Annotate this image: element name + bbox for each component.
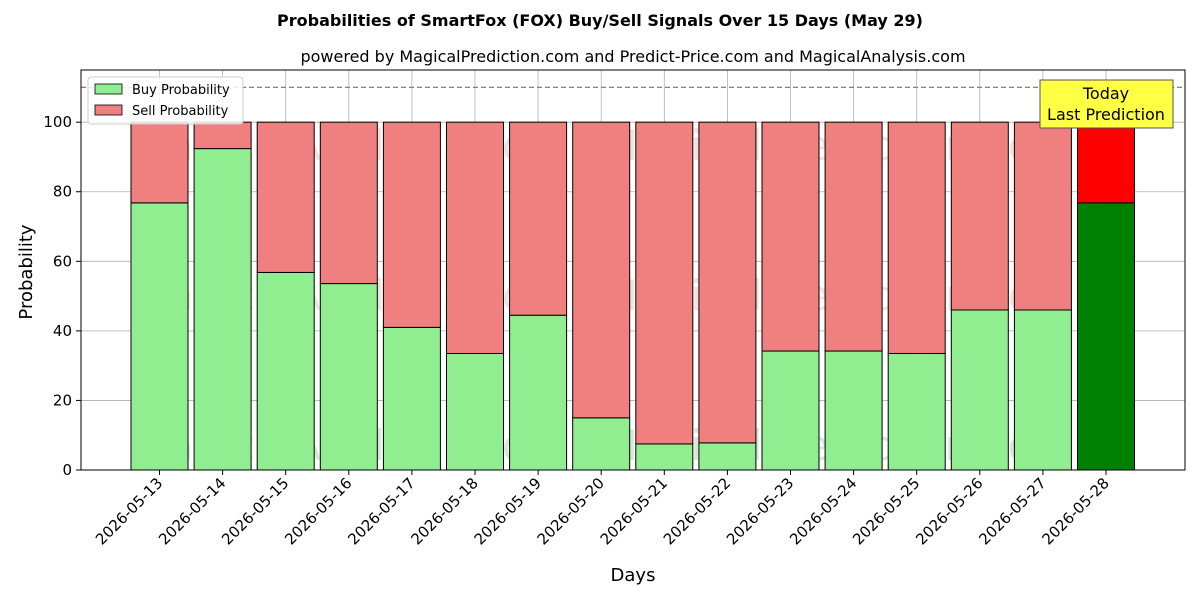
bar-sell-2026-05-28 [1077, 121, 1135, 204]
y-tick-label: 40 [53, 322, 72, 340]
x-tick-label: 2026-05-26 [912, 474, 986, 548]
bar-sell-2026-05-21 [635, 121, 694, 445]
bar-sell-2026-05-14 [193, 121, 252, 150]
bar-buy-2026-05-24 [824, 350, 883, 471]
bar-buy-2026-05-15 [256, 271, 315, 471]
bar-buy-2026-05-28 [1077, 202, 1135, 471]
bar-buy-2026-05-23 [761, 350, 820, 471]
y-tick-label: 100 [43, 113, 72, 131]
legend-sell-label: Sell Probability [132, 104, 229, 119]
bar-buy-2026-05-18 [446, 352, 504, 471]
bar-buy-2026-05-26 [950, 309, 1009, 471]
x-tick-label: 2026-05-13 [92, 474, 166, 548]
x-tick-label: 2026-05-23 [723, 474, 797, 548]
bar-buy-2026-05-20 [572, 417, 631, 471]
bar-buy-2026-05-25 [887, 352, 946, 471]
x-tick-label: 2026-05-21 [597, 474, 671, 548]
bar-sell-2026-05-25 [887, 121, 946, 354]
bar-sell-2026-05-24 [824, 121, 883, 352]
x-axis: 2026-05-132026-05-142026-05-152026-05-16… [92, 470, 1113, 548]
bar-sell-2026-05-19 [509, 121, 568, 316]
legend-buy-swatch [94, 83, 123, 95]
bar-buy-2026-05-13 [130, 202, 189, 471]
bar-buy-2026-05-21 [635, 443, 694, 471]
today-annotation: Today Last Prediction [1039, 79, 1174, 129]
y-tick-label: 20 [53, 391, 72, 409]
x-tick-label: 2026-05-16 [281, 474, 355, 548]
bar-sell-2026-05-17 [382, 121, 441, 328]
x-tick-label: 2026-05-24 [786, 474, 860, 548]
y-tick-label: 80 [53, 183, 72, 201]
y-tick-label: 0 [62, 461, 72, 479]
x-tick-label: 2026-05-25 [849, 474, 923, 548]
today-annotation-line2: Last Prediction [1047, 105, 1165, 124]
today-annotation-line1: Today [1082, 84, 1129, 103]
x-tick-label: 2026-05-18 [407, 474, 481, 548]
bar-buy-2026-05-17 [382, 326, 441, 471]
today-annotation-box [1039, 79, 1174, 129]
bar-sell-2026-05-20 [572, 121, 631, 419]
x-tick-label: 2026-05-14 [155, 474, 229, 548]
bar-buy-2026-05-14 [193, 148, 252, 471]
y-tick-label: 60 [53, 252, 72, 270]
legend-sell-swatch [94, 104, 123, 116]
bar-sell-2026-05-23 [761, 121, 820, 352]
x-tick-label: 2026-05-27 [975, 474, 1049, 548]
bar-sell-2026-05-22 [698, 121, 757, 444]
x-axis-label: Days [611, 565, 656, 586]
legend-buy-label: Buy Probability [132, 83, 230, 98]
y-axis: 0 20 40 60 80 100 [43, 113, 81, 479]
chart-subtitle: powered by MagicalPrediction.com and Pre… [300, 47, 965, 66]
bar-sell-2026-05-26 [950, 121, 1009, 311]
plot-frame [80, 69, 1186, 471]
y-axis-label: Probability [16, 224, 37, 319]
bar-sell-2026-05-27 [1013, 121, 1072, 311]
bar-buy-2026-05-19 [509, 314, 568, 471]
bar-buy-2026-05-27 [1013, 309, 1072, 471]
x-tick-label: 2026-05-20 [534, 474, 608, 548]
x-tick-label: 2026-05-28 [1038, 474, 1112, 548]
x-tick-label: 2026-05-15 [218, 474, 292, 548]
bar-buy-2026-05-16 [319, 283, 378, 471]
chart-title: Probabilities of SmartFox (FOX) Buy/Sell… [277, 11, 923, 30]
bar-sell-2026-05-13 [130, 121, 189, 204]
bars [130, 121, 1135, 471]
legend: Buy Probability Sell Probability [87, 76, 244, 125]
bar-sell-2026-05-18 [446, 121, 504, 354]
x-tick-label: 2026-05-22 [660, 474, 734, 548]
bar-buy-2026-05-22 [698, 442, 757, 471]
x-tick-label: 2026-05-17 [344, 474, 418, 548]
bar-sell-2026-05-16 [319, 121, 378, 285]
x-tick-label: 2026-05-19 [471, 474, 545, 548]
legend-box [87, 76, 244, 125]
bar-sell-2026-05-15 [256, 121, 315, 273]
